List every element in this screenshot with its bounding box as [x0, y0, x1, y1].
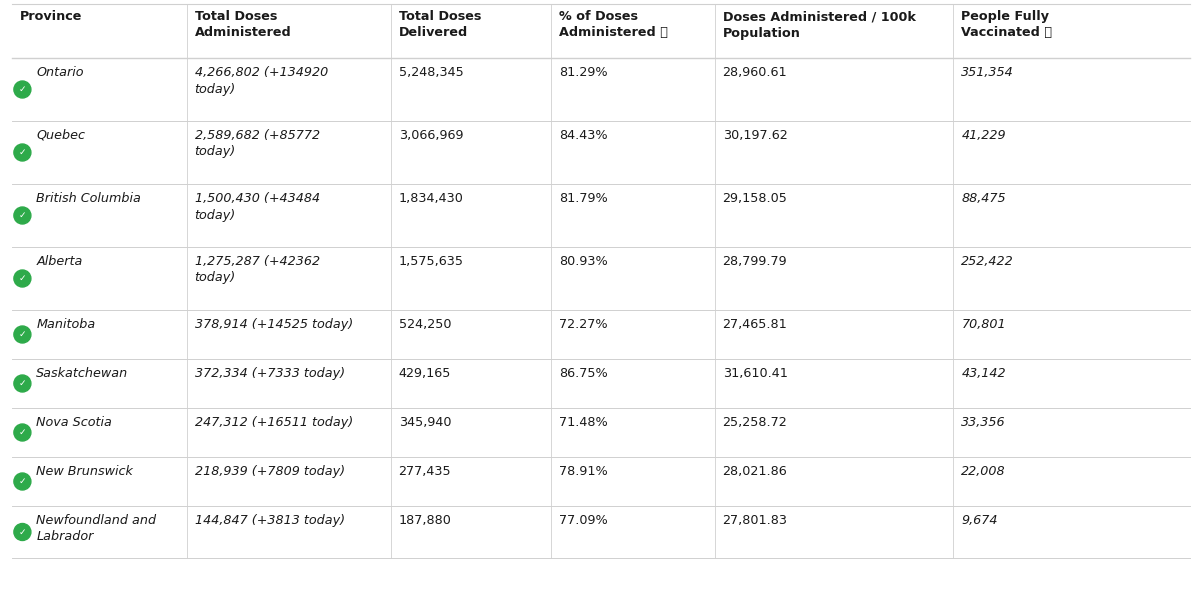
Text: British Columbia: British Columbia [36, 192, 142, 205]
Text: 429,165: 429,165 [398, 367, 451, 380]
Text: 33,356: 33,356 [961, 416, 1006, 429]
Text: 3,066,969: 3,066,969 [398, 129, 463, 142]
Text: 378,914 (+14525 today): 378,914 (+14525 today) [194, 318, 353, 331]
Circle shape [14, 144, 31, 161]
Text: 1,575,635: 1,575,635 [398, 255, 463, 268]
Circle shape [14, 375, 31, 392]
Text: 86.75%: 86.75% [559, 367, 608, 380]
Text: ✓: ✓ [19, 211, 26, 220]
Text: Ontario: Ontario [36, 66, 84, 79]
Text: Saskatchewan: Saskatchewan [36, 367, 128, 380]
Circle shape [14, 270, 31, 287]
Text: 81.79%: 81.79% [559, 192, 608, 205]
Text: 187,880: 187,880 [398, 514, 451, 527]
Text: Manitoba: Manitoba [36, 318, 96, 331]
Text: ✓: ✓ [19, 148, 26, 157]
Text: Total Doses
Delivered: Total Doses Delivered [398, 10, 481, 40]
Text: 84.43%: 84.43% [559, 129, 608, 142]
Text: 4,266,802 (+134920
today): 4,266,802 (+134920 today) [194, 66, 328, 95]
Text: 247,312 (+16511 today): 247,312 (+16511 today) [194, 416, 353, 429]
Text: 372,334 (+7333 today): 372,334 (+7333 today) [194, 367, 344, 380]
Text: 22,008: 22,008 [961, 465, 1006, 478]
Text: 1,500,430 (+43484
today): 1,500,430 (+43484 today) [194, 192, 319, 221]
Text: Alberta: Alberta [36, 255, 83, 268]
Text: ✓: ✓ [19, 379, 26, 388]
Text: 27,465.81: 27,465.81 [722, 318, 787, 331]
Text: Doses Administered / 100k
Population: Doses Administered / 100k Population [722, 10, 916, 40]
Text: 2,589,682 (+85772
today): 2,589,682 (+85772 today) [194, 129, 319, 159]
Text: 28,960.61: 28,960.61 [722, 66, 787, 79]
Text: 218,939 (+7809 today): 218,939 (+7809 today) [194, 465, 344, 478]
Text: 30,197.62: 30,197.62 [722, 129, 787, 142]
Text: Newfoundland and
Labrador: Newfoundland and Labrador [36, 514, 156, 543]
Text: 1,834,430: 1,834,430 [398, 192, 463, 205]
Text: 28,799.79: 28,799.79 [722, 255, 787, 268]
Text: 1,275,287 (+42362
today): 1,275,287 (+42362 today) [194, 255, 319, 285]
Text: ✓: ✓ [19, 330, 26, 339]
Text: ✓: ✓ [19, 428, 26, 437]
Text: 70,801: 70,801 [961, 318, 1006, 331]
Text: 31,610.41: 31,610.41 [722, 367, 787, 380]
Text: Nova Scotia: Nova Scotia [36, 416, 113, 429]
Text: 88,475: 88,475 [961, 192, 1006, 205]
Text: 345,940: 345,940 [398, 416, 451, 429]
Text: 277,435: 277,435 [398, 465, 451, 478]
Text: 28,021.86: 28,021.86 [722, 465, 787, 478]
Text: ✓: ✓ [19, 528, 26, 537]
Circle shape [14, 81, 31, 98]
Text: ✓: ✓ [19, 85, 26, 94]
Text: % of Doses
Administered ⓘ: % of Doses Administered ⓘ [559, 10, 668, 40]
Text: ✓: ✓ [19, 274, 26, 283]
Text: Total Doses
Administered: Total Doses Administered [194, 10, 292, 40]
Text: 41,229: 41,229 [961, 129, 1006, 142]
Circle shape [14, 523, 31, 540]
Text: 524,250: 524,250 [398, 318, 451, 331]
Text: 252,422: 252,422 [961, 255, 1014, 268]
Text: 27,801.83: 27,801.83 [722, 514, 787, 527]
Text: 144,847 (+3813 today): 144,847 (+3813 today) [194, 514, 344, 527]
Circle shape [14, 473, 31, 490]
Text: 71.48%: 71.48% [559, 416, 608, 429]
Text: People Fully
Vaccinated ⓘ: People Fully Vaccinated ⓘ [961, 10, 1052, 40]
Text: ✓: ✓ [19, 477, 26, 486]
Text: 43,142: 43,142 [961, 367, 1006, 380]
Circle shape [14, 424, 31, 441]
Text: 5,248,345: 5,248,345 [398, 66, 463, 79]
Text: New Brunswick: New Brunswick [36, 465, 133, 478]
Circle shape [14, 207, 31, 224]
Circle shape [14, 326, 31, 343]
Text: 72.27%: 72.27% [559, 318, 608, 331]
Text: 77.09%: 77.09% [559, 514, 608, 527]
Text: 29,158.05: 29,158.05 [722, 192, 787, 205]
Text: Province: Province [19, 10, 82, 23]
Text: 25,258.72: 25,258.72 [722, 416, 787, 429]
Text: 351,354: 351,354 [961, 66, 1014, 79]
Text: Quebec: Quebec [36, 129, 85, 142]
Text: 78.91%: 78.91% [559, 465, 608, 478]
Text: 81.29%: 81.29% [559, 66, 608, 79]
Text: 9,674: 9,674 [961, 514, 998, 527]
Text: 80.93%: 80.93% [559, 255, 608, 268]
